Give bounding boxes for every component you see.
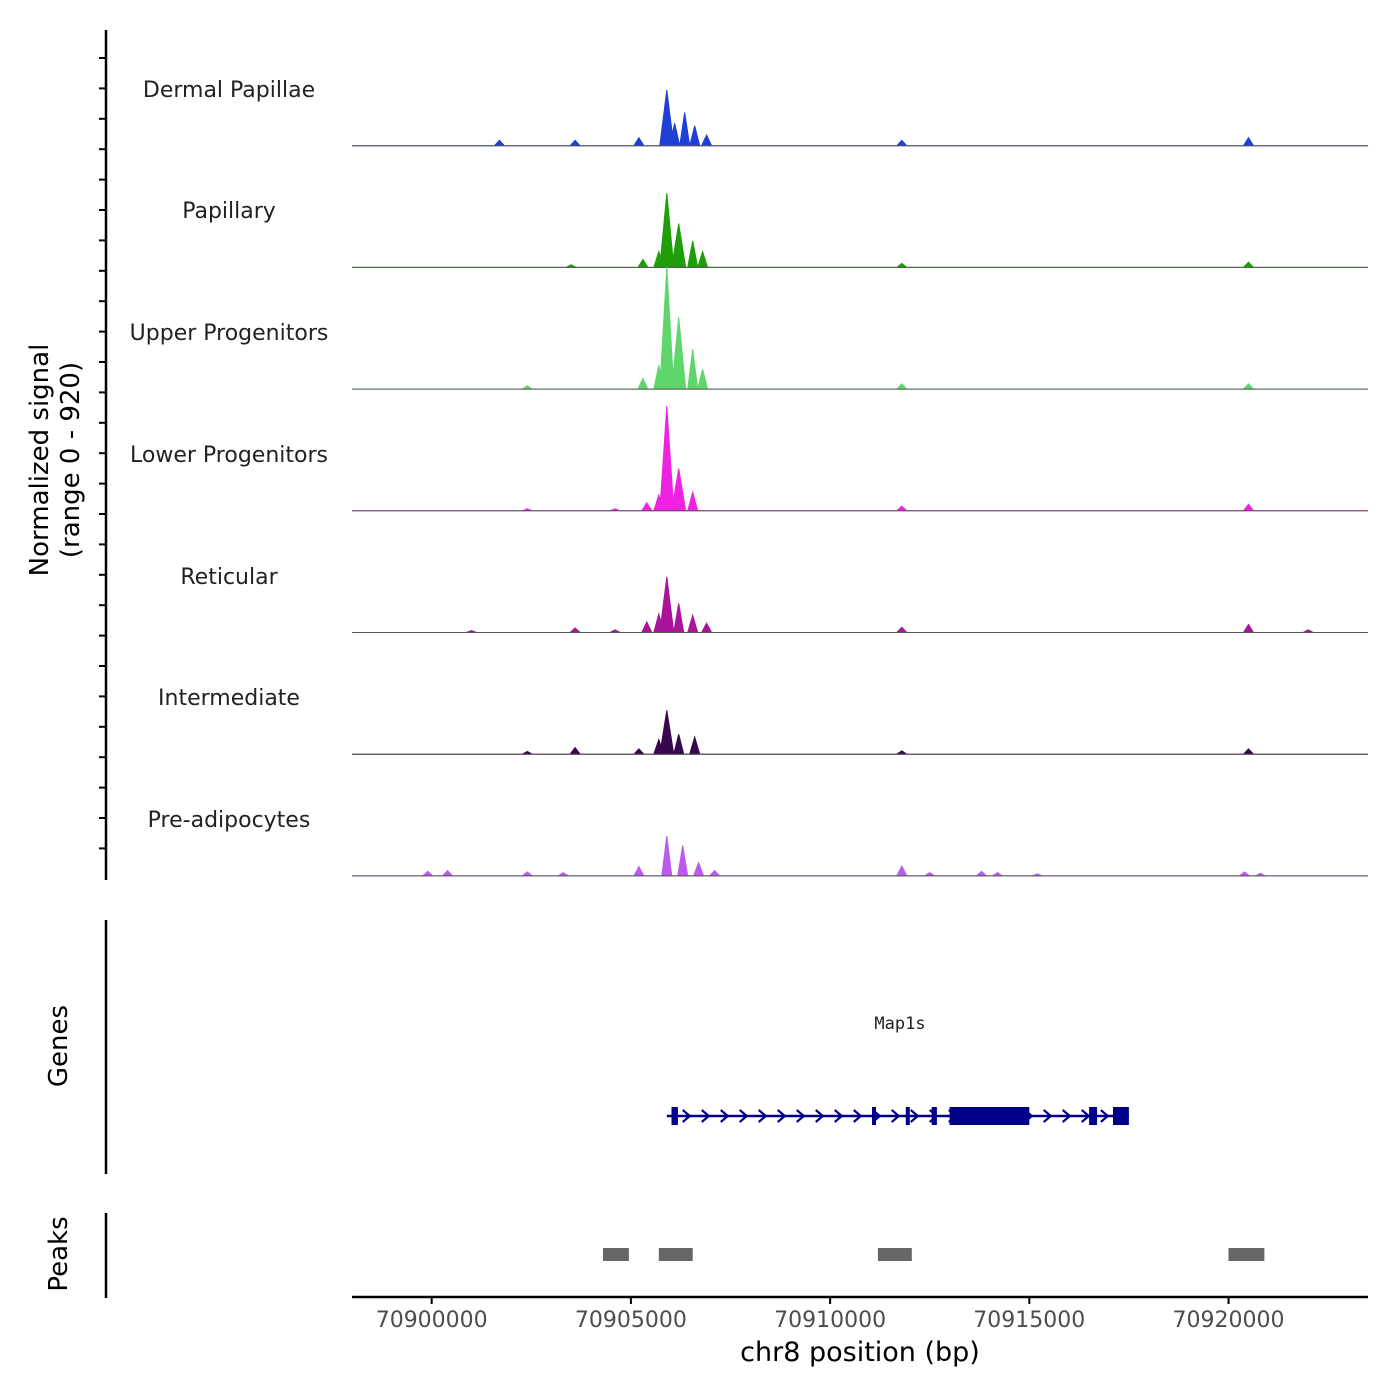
track-label: Upper Progenitors [129,321,329,347]
x-axis-title: chr8 position (bp) [740,1337,980,1368]
strand-arrow [1081,1109,1091,1123]
strand-arrow [1043,1109,1053,1123]
track-reticular [352,576,1368,633]
gene-exon [1089,1107,1098,1125]
x-tick-label: 70915000 [973,1308,1086,1333]
strand-arrow [1062,1109,1072,1123]
coverage-area [352,710,1368,755]
x-tick-label: 70910000 [774,1308,887,1333]
peaks-section-title: Peaks [44,1216,74,1292]
strand-arrow [720,1109,730,1123]
coverage-area [352,267,1368,390]
x-axis [352,1295,1368,1304]
strand-arrow [758,1109,768,1123]
peaks-track [104,1213,1265,1298]
track-lower-progenitors [352,405,1368,512]
gene-exon [671,1107,678,1125]
strand-arrow [777,1109,787,1123]
y-axis-title: Normalized signal (range 0 - 920) [25,344,87,577]
coverage-area [352,405,1368,512]
signal-y-axis [99,30,108,880]
track-intermediate [352,710,1368,755]
strand-arrow [910,1109,920,1123]
track-upper-progenitors [352,267,1368,390]
y-axis-title-line2: (range 0 - 920) [56,361,86,559]
strand-arrow [891,1109,901,1123]
track-pre-adipocytes [352,836,1368,877]
genes-section-title: Genes [44,1004,74,1088]
track-label: Pre-adipocytes [147,807,311,833]
gene-model [666,1107,1129,1125]
gene-exon [905,1107,910,1125]
strand-arrow [682,1109,692,1123]
strand-arrow [1100,1109,1110,1123]
gene-exon [872,1107,876,1125]
strand-arrow [834,1109,844,1123]
genes-track [104,920,1129,1174]
peak-region [603,1248,629,1261]
track-label: Reticular [180,564,278,590]
track-label: Dermal Papillae [142,77,316,103]
coverage-area [352,836,1368,877]
y-axis-title-line1: Normalized signal [24,343,55,577]
track-label: Intermediate [158,686,300,712]
strand-arrow [853,1109,863,1123]
strand-arrow [739,1109,749,1123]
coverage-area [352,193,1368,268]
x-tick-label: 70900000 [375,1308,488,1333]
track-label: Lower Progenitors [130,442,328,468]
coverage-tracks [352,89,1368,877]
track-papillary [352,193,1368,268]
strand-arrow [796,1109,806,1123]
track-dermal-papillae [352,89,1368,147]
peak-region [658,1248,693,1261]
track-label: Papillary [182,199,276,225]
coverage-area [352,89,1368,147]
coverage-area [352,576,1368,633]
strand-arrow [701,1109,711,1123]
peak-region [1228,1248,1265,1261]
gene-exon [1113,1107,1129,1125]
x-tick-label: 70905000 [574,1308,687,1333]
strand-arrow [815,1109,825,1123]
gene-exon [949,1107,1030,1125]
gene-label: Map1s [874,1014,926,1034]
x-tick-label: 70920000 [1172,1308,1285,1333]
peak-region [877,1248,912,1261]
gene-exon [931,1107,937,1125]
